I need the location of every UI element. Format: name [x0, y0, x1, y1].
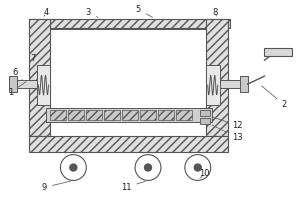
Circle shape [70, 164, 77, 171]
Bar [200, 118, 210, 124]
Circle shape [194, 164, 201, 171]
Bar [158, 110, 174, 120]
Text: 10: 10 [200, 169, 210, 178]
Text: 4: 4 [44, 8, 49, 17]
Circle shape [145, 164, 152, 171]
Bar [104, 110, 120, 120]
Text: 7: 7 [30, 54, 39, 68]
Bar [28, 19, 230, 28]
Bar [206, 65, 220, 105]
Text: 5: 5 [135, 5, 152, 17]
Bar [265, 48, 292, 56]
Bar [240, 76, 248, 92]
Text: 2: 2 [262, 86, 287, 109]
Text: 6: 6 [12, 68, 22, 80]
Bar [200, 110, 210, 116]
Text: 3: 3 [85, 8, 98, 17]
Bar [46, 108, 212, 122]
Bar [28, 136, 228, 152]
Bar [50, 110, 66, 120]
Text: 11: 11 [121, 181, 146, 192]
Text: 9: 9 [42, 181, 71, 192]
Text: 13: 13 [212, 125, 243, 142]
Bar [176, 110, 192, 120]
Bar [37, 65, 50, 105]
Bar [122, 110, 138, 120]
Text: 12: 12 [212, 117, 243, 130]
Bar [50, 28, 206, 136]
Bar [9, 76, 16, 92]
Bar [140, 110, 156, 120]
Bar [14, 80, 37, 88]
Bar [86, 110, 102, 120]
Bar [206, 19, 228, 136]
Text: 1: 1 [8, 82, 26, 97]
Bar [220, 80, 243, 88]
Bar [28, 19, 50, 136]
Text: 8: 8 [212, 8, 218, 17]
Bar [68, 110, 84, 120]
